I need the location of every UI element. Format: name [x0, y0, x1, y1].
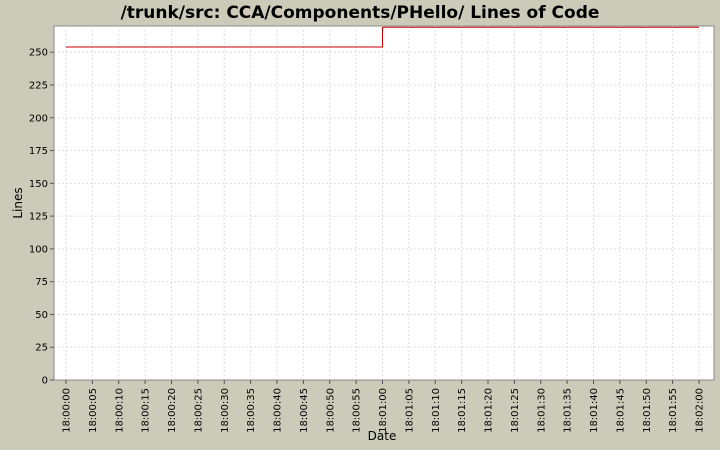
x-tick-label: 18:00:00 — [62, 388, 73, 433]
y-tick-label: 100 — [29, 244, 48, 255]
y-tick-label: 25 — [35, 343, 48, 354]
x-tick-label: 18:01:30 — [536, 388, 547, 433]
x-tick-label: 18:01:20 — [484, 388, 495, 433]
x-tick-label: 18:00:55 — [352, 388, 363, 433]
x-tick-label: 18:00:05 — [88, 388, 99, 433]
plot-area — [53, 25, 715, 381]
x-tick-label: 18:01:45 — [615, 388, 626, 433]
x-tick-label: 18:01:50 — [642, 388, 653, 433]
y-axis-ticks: 0 25 50 75 100 125 150 175 200 225 250 — [29, 48, 54, 387]
y-tick-label: 175 — [29, 146, 48, 157]
x-tick-label: 18:01:15 — [457, 388, 468, 433]
x-tick-label: 18:00:30 — [220, 388, 231, 433]
x-tick-label: 18:01:35 — [563, 388, 574, 433]
x-tick-label: 18:00:35 — [246, 388, 257, 433]
x-tick-label: 18:00:15 — [141, 388, 152, 433]
x-tick-label: 18:00:45 — [299, 388, 310, 433]
x-tick-label: 18:01:25 — [510, 388, 521, 433]
x-tick-label: 18:00:40 — [273, 388, 284, 433]
x-tick-label: 18:01:55 — [668, 388, 679, 433]
x-tick-label: 18:00:50 — [325, 388, 336, 433]
x-axis-label: Date — [368, 429, 397, 443]
x-tick-label: 18:02:00 — [695, 388, 706, 433]
grid-lines — [54, 26, 714, 380]
x-tick-label: 18:01:00 — [378, 388, 389, 433]
x-axis-ticks: 18:00:00 18:00:05 18:00:10 18:00:15 18:00:20… — [62, 380, 706, 433]
x-tick-label: 18:00:10 — [114, 388, 125, 433]
series-line — [66, 26, 699, 48]
chart-title: /trunk/src: CCA/Components/PHello/ Lines… — [120, 3, 600, 23]
x-tick-label: 18:01:40 — [589, 388, 600, 433]
y-tick-label: 0 — [42, 376, 48, 387]
y-tick-label: 125 — [29, 212, 48, 223]
y-tick-label: 75 — [35, 277, 48, 288]
x-tick-label: 18:00:20 — [167, 388, 178, 433]
y-tick-label: 200 — [29, 113, 48, 124]
y-tick-label: 150 — [29, 179, 48, 190]
x-tick-label: 18:01:05 — [404, 388, 415, 433]
x-tick-label: 18:00:25 — [193, 388, 204, 433]
x-tick-label: 18:01:10 — [431, 388, 442, 433]
y-axis-label: Lines — [11, 187, 25, 218]
y-tick-label: 50 — [35, 310, 48, 321]
series-layer — [66, 26, 699, 48]
y-tick-label: 250 — [29, 48, 48, 59]
y-tick-label: 225 — [29, 81, 48, 92]
